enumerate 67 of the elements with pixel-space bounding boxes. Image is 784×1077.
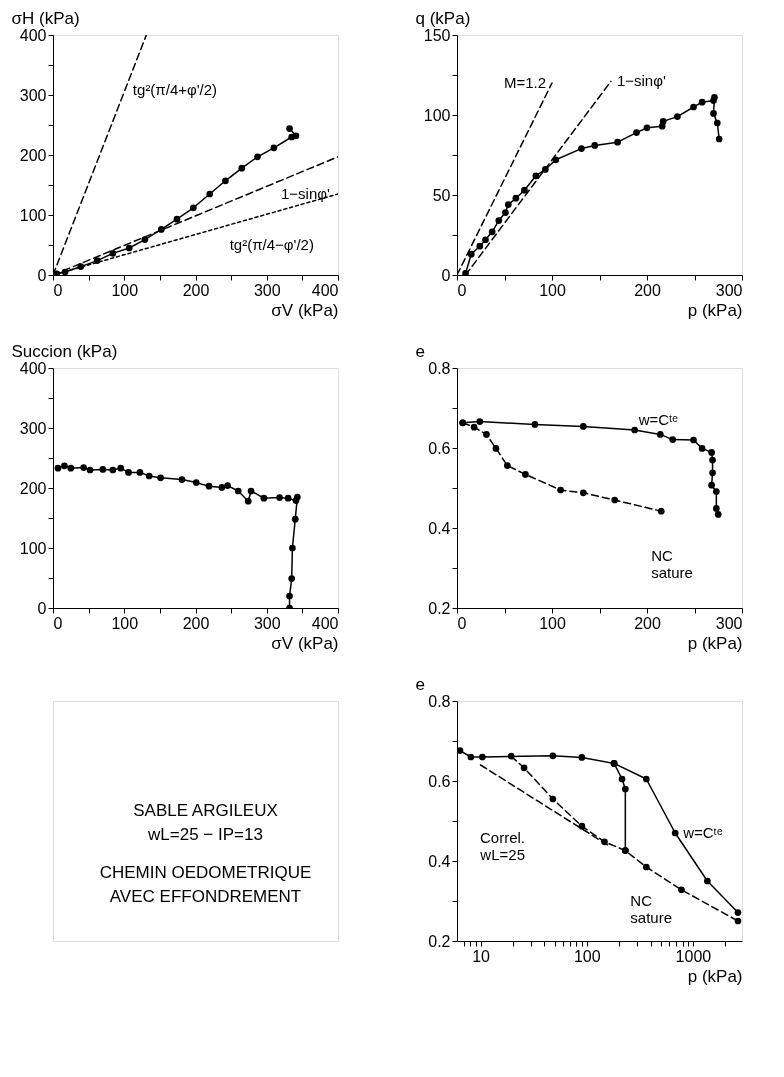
- y-tick-label: 300: [19, 419, 47, 437]
- y-axis-title: e: [415, 674, 425, 694]
- text: SABLE ARGILEUX: [133, 801, 278, 820]
- series-label: NC sature: [630, 891, 673, 926]
- x-tick-label: 0: [457, 281, 467, 299]
- y-tick-label: 0: [37, 599, 47, 617]
- series-label: w=Cᵗᵉ: [637, 411, 679, 428]
- y-tick-label: 100: [19, 206, 47, 224]
- x-tick-label: 300: [253, 281, 281, 299]
- y-tick-label: 0.2: [428, 599, 451, 617]
- series-label: tg²(π/4+φ'/2): [132, 81, 218, 99]
- y-tick-label: 400: [19, 359, 47, 377]
- x-axis-title: σV (kPa): [271, 300, 339, 320]
- x-tick-label: 10: [472, 947, 491, 965]
- x-axis-title: p (kPa): [687, 633, 743, 653]
- y-tick-label: 0.8: [428, 692, 451, 710]
- x-tick-label: 100: [539, 614, 566, 632]
- y-tick-label: 0.4: [428, 852, 451, 870]
- series-label: 1−sinφ': [281, 185, 330, 203]
- y-axis-title: q (kPa): [415, 8, 471, 28]
- series-label: w=Cᵗᵉ: [682, 824, 723, 841]
- series-label: 1−sinφ': [616, 72, 666, 90]
- y-tick-label: 300: [19, 86, 47, 104]
- y-tick-label: 0.2: [428, 932, 451, 950]
- x-tick-label: 400: [311, 281, 339, 299]
- x-tick-label: 0: [53, 281, 63, 299]
- y-axis-title: σH (kPa): [11, 8, 80, 28]
- x-tick-label: 300: [715, 614, 743, 632]
- x-tick-label: 300: [715, 281, 743, 299]
- x-tick-label: 300: [253, 614, 281, 632]
- y-tick-label: 0: [37, 266, 47, 284]
- x-tick-label: 400: [311, 614, 339, 632]
- y-tick-label: 0.6: [428, 439, 451, 457]
- x-tick-label: 100: [539, 281, 566, 299]
- y-tick-label: 200: [19, 479, 47, 497]
- x-tick-label: 200: [634, 614, 661, 632]
- y-tick-label: 400: [19, 26, 47, 44]
- x-tick-label: 200: [182, 281, 210, 299]
- x-tick-label: 1000: [675, 947, 712, 965]
- x-tick-label: 0: [53, 614, 63, 632]
- y-tick-label: 0: [441, 266, 451, 284]
- x-tick-label: 100: [573, 947, 601, 965]
- x-axis-title: p (kPa): [687, 300, 743, 320]
- y-tick-label: 100: [19, 539, 47, 557]
- y-axis-title: Succion (kPa): [11, 341, 118, 361]
- y-tick-label: 0.4: [428, 519, 451, 537]
- y-axis-title: e: [415, 341, 425, 361]
- series-label: tg²(π/4−φ'/2): [229, 235, 314, 253]
- y-tick-label: 100: [423, 106, 451, 124]
- text: wL=25 − IP=13: [147, 825, 263, 844]
- y-tick-label: 50: [432, 186, 451, 204]
- y-tick-label: 150: [423, 26, 451, 44]
- series-label: M=1.2: [503, 74, 546, 91]
- x-tick-label: 200: [634, 281, 661, 299]
- y-tick-label: 200: [19, 146, 47, 164]
- text: AVEC EFFONDREMENT: [109, 887, 302, 906]
- text: CHEMIN OEDOMETRIQUE: [99, 863, 312, 882]
- x-tick-label: 0: [457, 614, 467, 632]
- text: Correl. wL=25: [479, 829, 525, 863]
- x-tick-label: 100: [111, 281, 139, 299]
- y-tick-label: 0.8: [428, 359, 451, 377]
- text: NC sature: [651, 547, 693, 582]
- x-tick-label: 200: [182, 614, 210, 632]
- y-tick-label: 0.6: [428, 772, 451, 790]
- x-tick-label: 100: [111, 614, 139, 632]
- x-axis-title: p (kPa): [687, 966, 743, 986]
- x-axis-title: σV (kPa): [271, 633, 339, 653]
